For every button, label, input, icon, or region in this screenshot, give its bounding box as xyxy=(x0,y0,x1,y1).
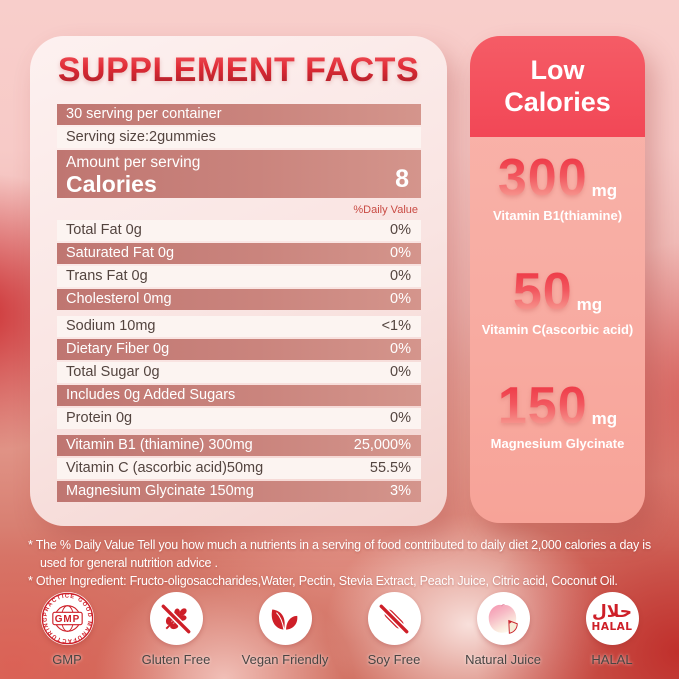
badge-circle xyxy=(476,592,530,645)
calories-label: Calories xyxy=(66,171,157,197)
facts-row: Vitamin C (ascorbic acid)50mg 55.5% xyxy=(57,458,421,479)
facts-row-label: Dietary Fiber 0g xyxy=(66,341,170,357)
badge-soy-free: Soy Free xyxy=(353,592,435,667)
badge-label: Vegan Friendly xyxy=(241,652,329,667)
highlight-amount-row: 50 mg xyxy=(482,263,633,321)
facts-row: Saturated Fat 0g 0% xyxy=(57,243,421,264)
gmp-seal-icon: PRACTICE GOOD MANUFACTURING GMP xyxy=(41,592,93,645)
badge-gmp: PRACTICE GOOD MANUFACTURING GMP GMP xyxy=(26,592,108,667)
highlight-amount: 300 xyxy=(497,149,588,207)
daily-value-header: %Daily Value xyxy=(353,204,418,216)
supplement-facts-panel: SUPPLEMENT FACTS 30 serving per containe… xyxy=(30,36,447,526)
badge-halal: حلال HALAL HALAL xyxy=(571,592,653,667)
badge-circle xyxy=(258,592,312,645)
facts-row-label: Trans Fat 0g xyxy=(66,268,148,284)
facts-row-label: Vitamin B1 (thiamine) 300mg xyxy=(66,437,253,453)
vegan-leaf-icon xyxy=(271,608,298,630)
facts-row: Cholesterol 0mg 0% xyxy=(57,289,421,310)
badge-label: GMP xyxy=(52,652,82,667)
facts-row-label: Vitamin C (ascorbic acid)50mg xyxy=(66,460,264,476)
low-calories-header: Low Calories xyxy=(470,36,645,137)
facts-row: 30 serving per container xyxy=(57,104,421,125)
halal-icon: حلال HALAL xyxy=(591,602,633,634)
badge-circle xyxy=(149,592,203,645)
gluten-free-icon xyxy=(160,602,192,635)
facts-row-value: 0% xyxy=(390,222,411,238)
facts-row-label: Total Sugar 0g xyxy=(66,364,160,380)
badge-label: Gluten Free xyxy=(141,652,211,667)
facts-row: Vitamin B1 (thiamine) 300mg 25,000% xyxy=(57,435,421,456)
facts-row: Includes 0g Added Sugars xyxy=(57,385,421,406)
facts-row-value: <1% xyxy=(381,318,411,334)
facts-row-label: Total Fat 0g xyxy=(66,222,142,238)
facts-row-label: 30 serving per container xyxy=(66,106,222,122)
calories-row: Amount per serving Calories 8 xyxy=(57,150,421,198)
serving-rows: 30 serving per container Serving size:2gu… xyxy=(57,104,421,148)
facts-row-label: Protein 0g xyxy=(66,410,133,426)
low-calories-panel: Low Calories 300 mg Vitamin B1(thiamine) 50… xyxy=(470,36,645,523)
facts-row-value: 0% xyxy=(390,245,411,261)
calories-value: 8 xyxy=(395,165,409,193)
facts-row-label: Saturated Fat 0g xyxy=(66,245,175,261)
badge-label: Soy Free xyxy=(367,652,421,667)
facts-row: Total Sugar 0g 0% xyxy=(57,362,421,383)
highlight-amount: 150 xyxy=(497,377,588,435)
facts-row: Sodium 10mg <1% xyxy=(57,316,421,337)
highlight-name: Vitamin B1(thiamine) xyxy=(492,208,623,223)
facts-row: Trans Fat 0g 0% xyxy=(57,266,421,287)
soy-free-icon xyxy=(378,602,410,635)
highlight-item: 50 mg Vitamin C(ascorbic acid) xyxy=(481,263,634,337)
badge-circle: حلال HALAL xyxy=(585,592,639,645)
peach-icon xyxy=(488,603,518,634)
gmp-seal-center-text: GMP xyxy=(54,614,79,625)
panel-title: SUPPLEMENT FACTS xyxy=(30,50,447,90)
facts-row-value: 0% xyxy=(390,341,411,357)
badge-gluten-free: Gluten Free xyxy=(135,592,217,667)
footnote-line: * The % Daily Value Tell you how much a … xyxy=(28,538,651,570)
badge-label: Natural Juice xyxy=(465,652,541,667)
facts-row-value: 25,000% xyxy=(353,437,411,453)
badge-vegan: Vegan Friendly xyxy=(241,592,329,667)
facts-row: Total Fat 0g 0% xyxy=(57,220,421,241)
facts-row-value: 0% xyxy=(390,364,411,380)
highlight-amount: 50 xyxy=(512,263,573,321)
highlight-item: 150 mg Magnesium Glycinate xyxy=(490,377,625,451)
highlight-name: Magnesium Glycinate xyxy=(490,436,625,451)
highlight-amount-row: 300 mg xyxy=(493,149,622,207)
footnote-line: * Other Ingredient: Fructo-oligosacchari… xyxy=(28,574,618,588)
facts-row-value: 0% xyxy=(390,268,411,284)
badge-circle: PRACTICE GOOD MANUFACTURING GMP xyxy=(40,592,94,645)
highlight-amount-row: 150 mg xyxy=(491,377,625,435)
facts-table: 30 serving per container Serving size:2gu… xyxy=(57,104,421,504)
certification-badges: PRACTICE GOOD MANUFACTURING GMP GMP xyxy=(0,592,679,667)
facts-row: Serving size:2gummies xyxy=(57,127,421,148)
nutrient-rows: Total Fat 0g 0% Saturated Fat 0g 0% Trans Fa… xyxy=(57,220,421,502)
highlight-unit: mg xyxy=(576,295,603,314)
facts-row-value: 0% xyxy=(390,410,411,426)
facts-row: Protein 0g 0% xyxy=(57,408,421,429)
amount-per-serving-label: Amount per serving xyxy=(66,154,201,171)
facts-row-label: Includes 0g Added Sugars xyxy=(66,387,236,403)
facts-row-value: 0% xyxy=(390,291,411,307)
facts-row-label: Sodium 10mg xyxy=(66,318,156,334)
facts-row-label: Cholesterol 0mg xyxy=(66,291,172,307)
facts-row-label: Serving size:2gummies xyxy=(66,129,216,145)
halal-arabic-text: حلال xyxy=(592,602,632,622)
facts-row-value: 55.5% xyxy=(369,460,411,476)
highlight-name: Vitamin C(ascorbic acid) xyxy=(481,322,634,337)
highlight-item: 300 mg Vitamin B1(thiamine) xyxy=(492,149,623,223)
facts-row-value: 3% xyxy=(390,483,411,499)
badge-circle xyxy=(367,592,421,645)
halal-english-text: HALAL xyxy=(591,621,633,633)
badge-natural-juice: Natural Juice xyxy=(462,592,544,667)
highlight-unit: mg xyxy=(591,409,618,428)
facts-row: Dietary Fiber 0g 0% xyxy=(57,339,421,360)
footnotes: * The % Daily Value Tell you how much a … xyxy=(28,536,673,590)
facts-row-label: Magnesium Glycinate 150mg xyxy=(66,483,254,499)
badge-label: HALAL xyxy=(591,652,633,667)
ingredient-highlights: 300 mg Vitamin B1(thiamine) 50 mg Vitamin C(a… xyxy=(470,137,645,499)
highlight-unit: mg xyxy=(591,181,618,200)
facts-row: Magnesium Glycinate 150mg 3% xyxy=(57,481,421,502)
